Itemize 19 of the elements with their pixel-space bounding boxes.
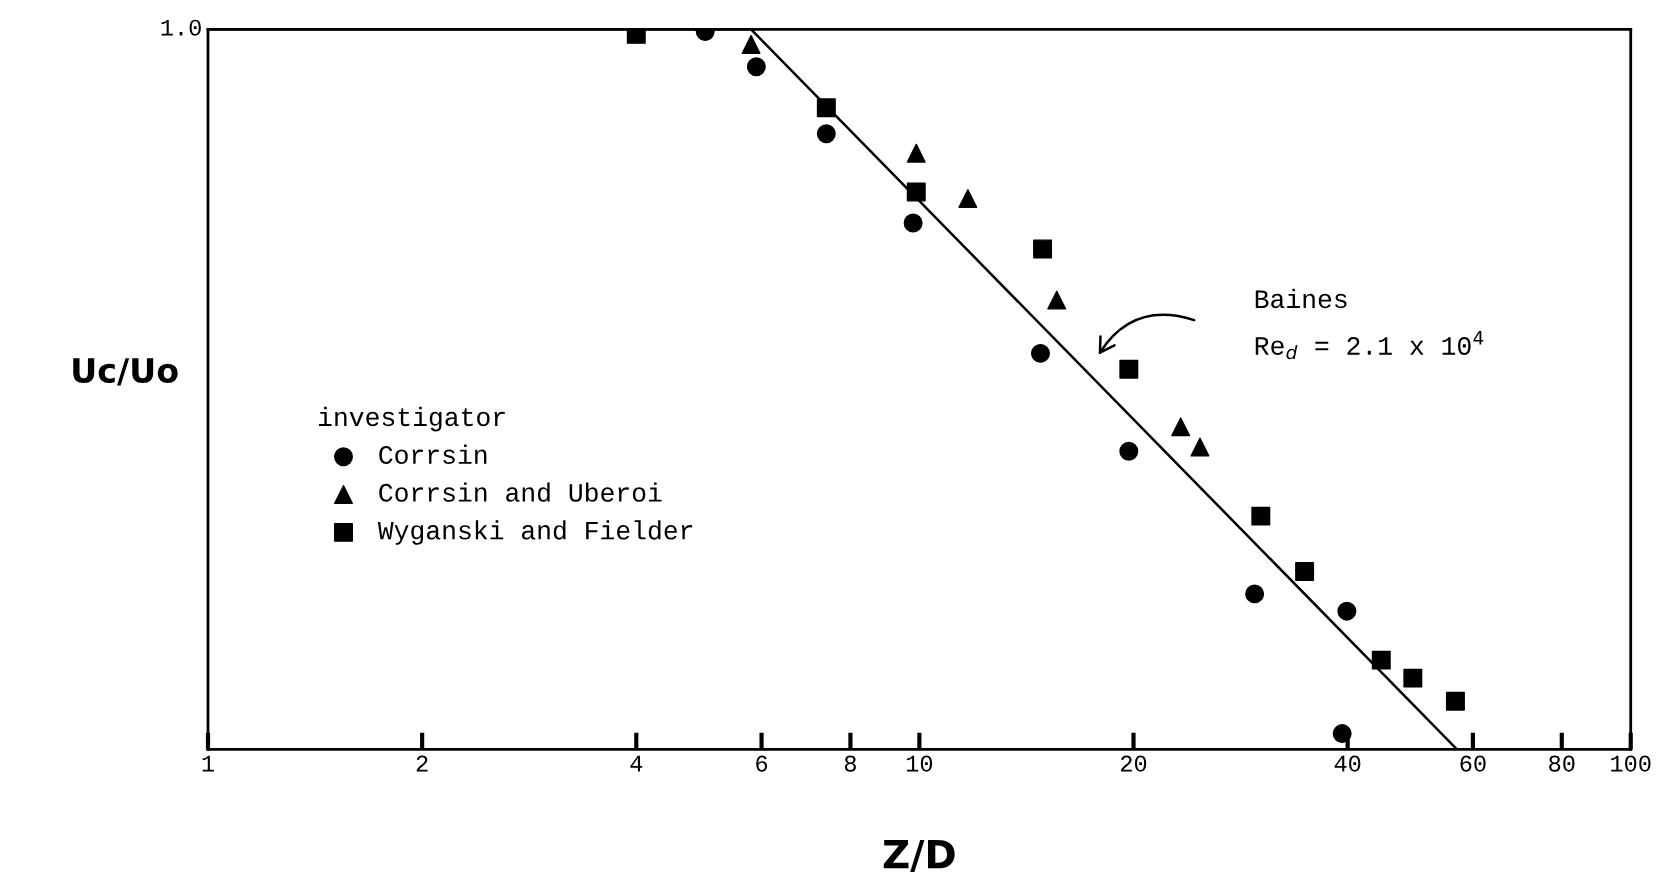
x-tick-label: 40 [1334, 755, 1361, 772]
annotation: Baines Re$_{d}$ = 2.1 x 10$^{4}$ [1255, 288, 1484, 360]
text: 1.0 [161, 19, 201, 36]
legend-label: Corrsin and Uberoi [379, 482, 662, 502]
x-tick-label: 10 [906, 755, 933, 772]
x-tick-label: 60 [1460, 755, 1486, 772]
x-tick-label: 20 [1120, 755, 1147, 772]
legend-title: investigator [318, 406, 505, 432]
x-tick-label: 2 [416, 755, 428, 772]
x-tick-label: 6 [756, 755, 768, 772]
x-tick-label: 80 [1549, 755, 1575, 772]
x-tick-label: 1 [202, 755, 214, 772]
x-tick-label: 100 [1611, 755, 1651, 772]
y-axis-title: Uc/Uo [73, 358, 178, 386]
x-tick-label: 8 [844, 755, 856, 772]
legend-label: Corrsin [379, 444, 487, 464]
x-axis-title: Z/D [883, 840, 955, 872]
x-tick-label: 4 [630, 755, 643, 772]
legend-label: Wyganski and Fielder [377, 520, 693, 545]
